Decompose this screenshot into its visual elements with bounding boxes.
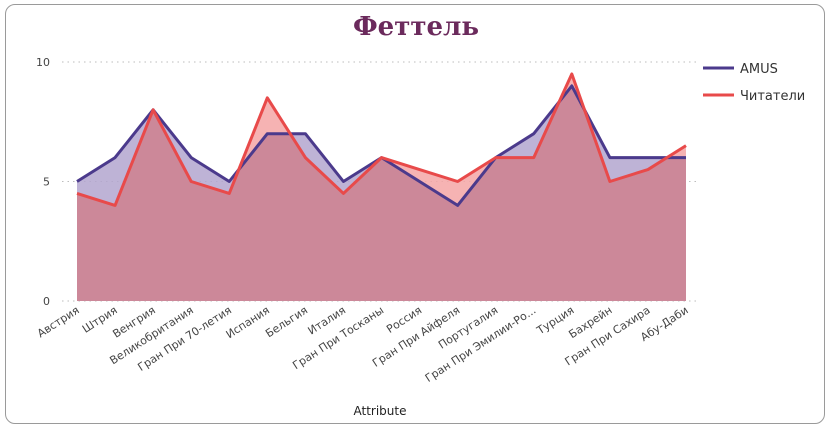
x-tick-label: Бельгия <box>263 304 310 341</box>
x-axis-label: Attribute <box>354 404 407 418</box>
area-fills <box>77 73 686 302</box>
x-tick-label: Испания <box>224 304 272 342</box>
series-line <box>76 72 687 207</box>
y-tick-label: 10 <box>36 56 50 69</box>
x-tick-label: Австрия <box>35 304 82 341</box>
y-axis-ticks: 0 5 10 <box>36 56 50 308</box>
overlap-area <box>77 85 686 301</box>
legend: AMUS Читатели <box>703 62 805 104</box>
legend-label: AMUS <box>740 62 778 77</box>
chart-title: Феттель <box>353 12 479 42</box>
series-lines <box>76 72 687 207</box>
y-tick-label: 0 <box>43 295 50 308</box>
y-tick-label: 5 <box>43 176 50 189</box>
legend-label: Читатели <box>740 89 805 104</box>
